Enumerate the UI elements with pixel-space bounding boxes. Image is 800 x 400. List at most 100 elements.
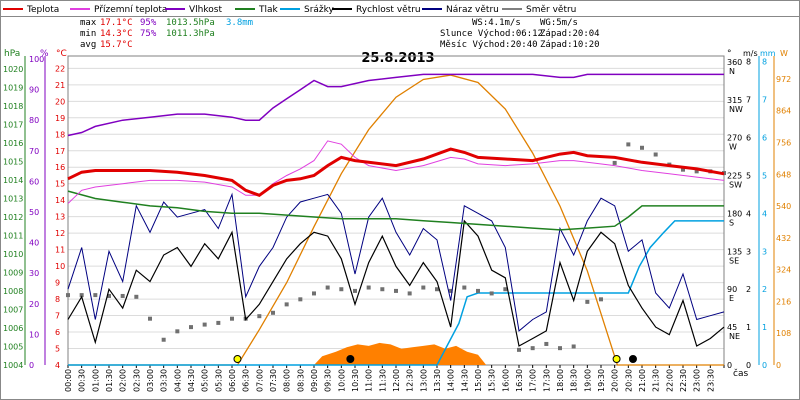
sunrise-marker bbox=[233, 355, 242, 363]
c-tick-label: 8 bbox=[55, 295, 60, 304]
x-tick-label: 07:00 bbox=[255, 369, 264, 392]
x-tick-label: 15:00 bbox=[474, 369, 483, 392]
x-tick-label: 18:00 bbox=[556, 369, 565, 392]
w-tick-label: 324 bbox=[776, 266, 791, 275]
dir-label: N bbox=[729, 67, 735, 76]
mm-tick-label: 6 bbox=[762, 134, 767, 143]
info-sun-rise: Slunce Východ:06:12 bbox=[440, 29, 543, 39]
ms-tick-label: 6 bbox=[746, 134, 751, 143]
series-rychlost-vetru bbox=[67, 219, 725, 347]
x-tick-label: 14:30 bbox=[460, 369, 469, 392]
legend-bar-background bbox=[1, 1, 799, 16]
x-tick-label: 09:00 bbox=[310, 369, 319, 392]
dir-label: S bbox=[729, 218, 734, 227]
stats-max-rain: 3.8mm bbox=[226, 18, 253, 28]
point-smer-vetru bbox=[544, 341, 549, 346]
x-tick-label: 10:30 bbox=[351, 369, 360, 392]
dir-label: NW bbox=[729, 105, 743, 114]
info-wg: WG:5m/s bbox=[540, 18, 578, 28]
dir-label: SE bbox=[729, 256, 739, 265]
w-tick-label: 432 bbox=[776, 234, 791, 243]
x-tick-label: 08:30 bbox=[296, 369, 305, 392]
series-teplota bbox=[67, 147, 725, 197]
c-tick-label: 4 bbox=[55, 361, 60, 370]
c-tick-label: 14 bbox=[55, 196, 65, 205]
ms-tick-label: 8 bbox=[746, 58, 751, 67]
x-tick-label: 13:30 bbox=[433, 369, 442, 392]
legend-label: Přízemní teplota bbox=[94, 5, 167, 15]
dir-label: E bbox=[729, 294, 734, 303]
deg-tick-label: 90 bbox=[727, 285, 737, 294]
x-tick-label: 01:00 bbox=[91, 369, 100, 392]
x-tick-label: 21:30 bbox=[652, 369, 661, 392]
x-tick-label: 12:30 bbox=[406, 369, 415, 392]
x-tick-label: 06:00 bbox=[228, 369, 237, 392]
ms-tick-label: 0 bbox=[746, 361, 751, 370]
c-tick-label: 21 bbox=[55, 81, 65, 90]
x-tick-label: 04:30 bbox=[187, 369, 196, 392]
point-smer-vetru bbox=[612, 160, 617, 165]
hpa-unit: hPa bbox=[4, 49, 20, 59]
x-tick-label: 11:00 bbox=[365, 369, 374, 392]
x-tick-label: 14:00 bbox=[447, 369, 456, 392]
stats-max-temp: 17.1°C bbox=[100, 18, 133, 28]
stats-min-hum: 75% bbox=[140, 29, 157, 39]
deg-tick-label: 135 bbox=[727, 247, 742, 256]
pct-tick-label: 60 bbox=[29, 177, 39, 186]
x-tick-label: 04:00 bbox=[173, 369, 182, 392]
c-tick-label: 13 bbox=[55, 213, 65, 222]
c-tick-label: 22 bbox=[55, 64, 65, 73]
point-smer-vetru bbox=[421, 285, 426, 290]
c-tick-label: 10 bbox=[55, 262, 65, 271]
w-tick-label: 216 bbox=[776, 297, 791, 306]
dir-label: NE bbox=[729, 332, 740, 341]
x-tick-label: 05:30 bbox=[214, 369, 223, 392]
point-smer-vetru bbox=[161, 337, 166, 342]
point-smer-vetru bbox=[93, 293, 98, 298]
point-smer-vetru bbox=[599, 297, 603, 302]
ms-tick-label: 5 bbox=[746, 171, 751, 180]
c-tick-label: 9 bbox=[55, 279, 60, 288]
point-smer-vetru bbox=[448, 288, 453, 293]
point-smer-vetru bbox=[298, 297, 303, 302]
dir-label: W bbox=[729, 143, 737, 152]
series-naraz-vetru bbox=[67, 192, 725, 332]
moonset-marker bbox=[346, 355, 355, 363]
point-smer-vetru bbox=[79, 293, 84, 298]
point-smer-vetru bbox=[230, 316, 234, 321]
deg-tick-label: 180 bbox=[727, 209, 742, 218]
series-solar-measured bbox=[68, 342, 724, 365]
x-tick-label: 02:30 bbox=[132, 369, 141, 392]
x-tick-label: 19:30 bbox=[597, 369, 606, 392]
stats-max-hum: 95% bbox=[140, 18, 157, 28]
legend-label: Teplota bbox=[26, 5, 59, 15]
point-smer-vetru bbox=[435, 287, 439, 292]
sunset-marker bbox=[612, 355, 621, 363]
pct-tick-label: 30 bbox=[29, 269, 39, 278]
c-tick-label: 15 bbox=[55, 180, 65, 189]
point-smer-vetru bbox=[107, 293, 111, 298]
deg-tick-label: 0 bbox=[727, 361, 732, 370]
x-tick-label: 09:30 bbox=[324, 369, 333, 392]
series-tlak bbox=[67, 190, 724, 231]
point-smer-vetru bbox=[257, 314, 262, 319]
point-smer-vetru bbox=[120, 293, 125, 298]
hpa-tick-label: 1018 bbox=[3, 102, 23, 111]
point-smer-vetru bbox=[202, 322, 207, 327]
legend-label: Rychlost větru bbox=[356, 5, 421, 15]
stats-max-label: max bbox=[80, 18, 97, 28]
series-srazky bbox=[68, 220, 724, 366]
point-smer-vetru bbox=[489, 291, 494, 296]
info-block: WS:4.1m/s WG:5m/s Slunce Východ:06:12 Zá… bbox=[440, 18, 600, 50]
chart-title: 25.8.2013 bbox=[361, 51, 434, 66]
x-tick-label: 22:30 bbox=[679, 369, 688, 392]
point-smer-vetru bbox=[366, 285, 371, 290]
x-tick-label: 20:30 bbox=[624, 369, 633, 392]
x-tick-label: 00:30 bbox=[78, 369, 87, 392]
hpa-tick-label: 1007 bbox=[3, 305, 23, 314]
x-tick-label: 17:30 bbox=[542, 369, 551, 392]
c-tick-label: 20 bbox=[55, 97, 65, 106]
hpa-tick-label: 1017 bbox=[3, 120, 23, 129]
point-smer-vetru bbox=[271, 310, 275, 315]
x-tick-label: 15:30 bbox=[488, 369, 497, 392]
